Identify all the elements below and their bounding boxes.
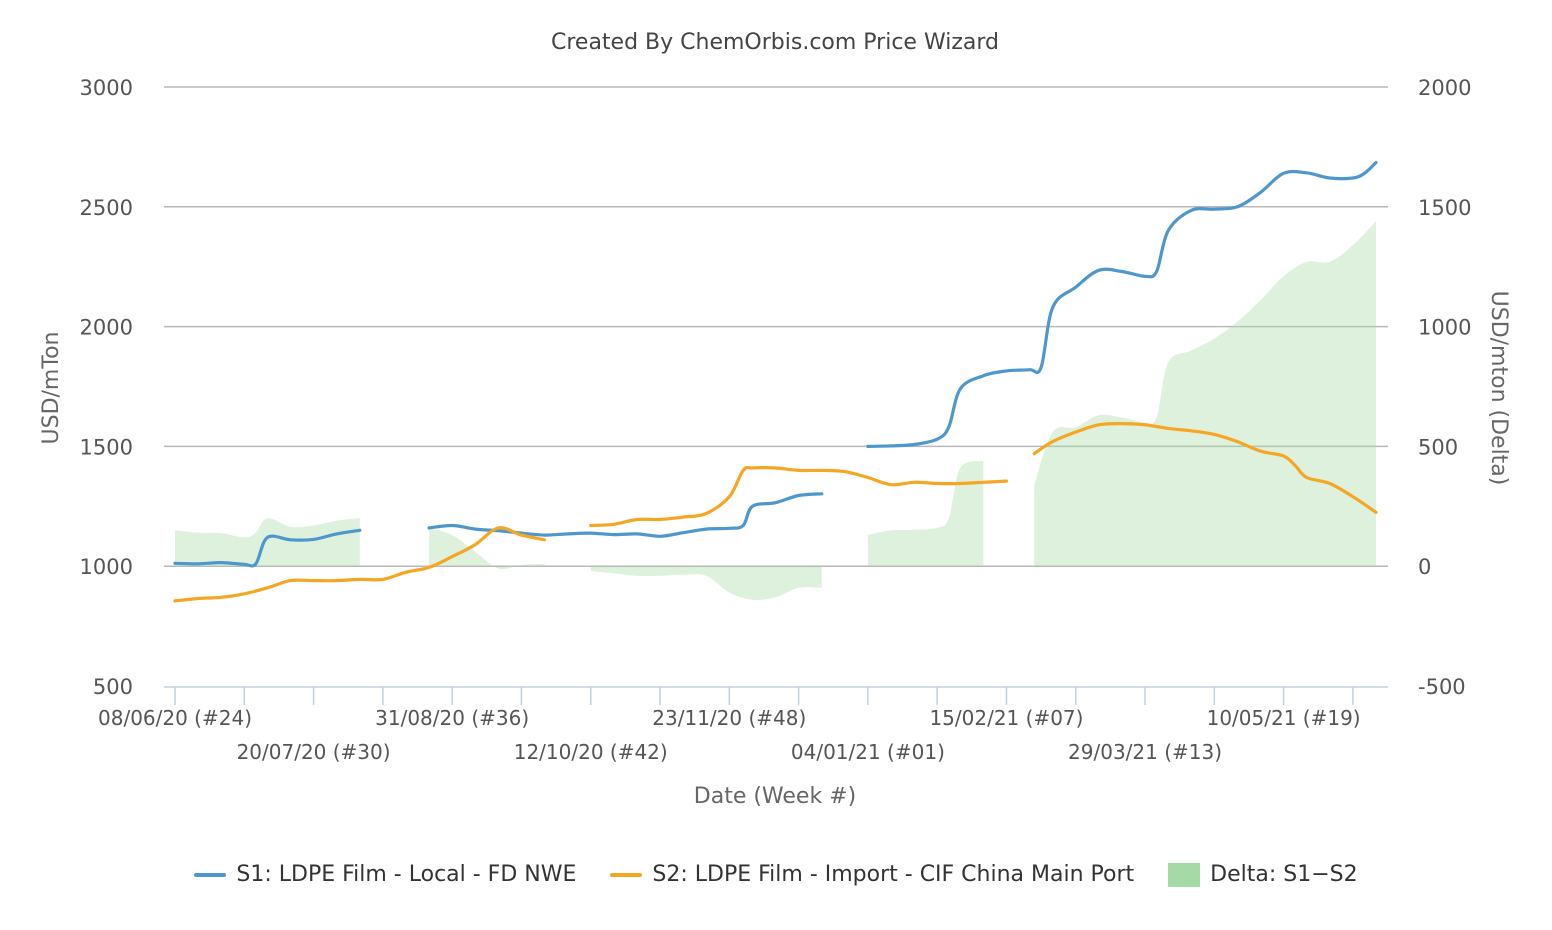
x-tick-label: 20/07/20 (#30) (237, 740, 391, 764)
y2-tick-label: 1000 (1418, 316, 1471, 340)
delta-area-segment (429, 527, 545, 570)
legend-item-s2[interactable]: S2: LDPE Film - Import - CIF China Main … (610, 862, 1134, 887)
legend-delta-swatch (1168, 862, 1201, 887)
x-tick-label: 29/03/21 (#13) (1068, 740, 1222, 764)
x-tick-label: 04/01/21 (#01) (791, 740, 945, 764)
s1-line-segment (173, 528, 362, 568)
delta-area (175, 221, 1376, 600)
y-tick-label: 2000 (80, 316, 133, 340)
y-axis-title: USD/mTon (39, 332, 64, 445)
y2-tick-label: 0 (1418, 555, 1431, 579)
x-tick-label: 31/08/20 (#36) (375, 706, 529, 730)
grid-lines (164, 86, 1388, 567)
y2-axis-title: USD/mton (Delta) (1486, 291, 1511, 486)
legend-item-delta[interactable]: Delta: S1−S2 (1168, 862, 1358, 887)
y-tick-label: 500 (93, 675, 133, 699)
y2-tick-label: -500 (1418, 675, 1466, 699)
x-axis-title: Date (Week #) (694, 784, 856, 809)
y-tick-label: 1500 (80, 435, 133, 459)
legend: S1: LDPE Film - Local - FD NWE S2: LDPE … (0, 862, 1552, 887)
s2-line-segment (589, 465, 1009, 528)
delta-area-segment (175, 518, 360, 567)
y2-tick-label: 1500 (1418, 196, 1471, 220)
delta-area-segment (590, 566, 822, 600)
series-lines (173, 160, 1378, 603)
axes: 500 -500 1000 0 1500 500 2000 1000 2500 1500 3000 2… (80, 76, 1472, 764)
legend-delta-label: Delta: S1−S2 (1210, 862, 1358, 887)
x-tick-label: 23/11/20 (#48) (652, 706, 806, 730)
chart-title: Created By ChemOrbis.com Price Wizard (551, 30, 999, 55)
x-tick-label: 08/06/20 (#24) (98, 706, 252, 730)
s2-line-segment (173, 526, 547, 603)
y2-tick-label: 2000 (1418, 76, 1471, 100)
legend-s2-swatch (610, 872, 643, 877)
legend-s1-swatch (194, 872, 227, 877)
x-tick-label: 10/05/21 (#19) (1207, 706, 1361, 730)
delta-area-segment (867, 460, 984, 567)
x-tick-label: 12/10/20 (#42) (514, 740, 668, 764)
s1-line-segment (427, 492, 824, 538)
legend-item-s1[interactable]: S1: LDPE Film - Local - FD NWE (194, 862, 576, 887)
y2-tick-label: 500 (1418, 435, 1458, 459)
price-chart: 500 -500 1000 0 1500 500 2000 1000 2500 1500 3000 2… (39, 30, 1511, 809)
legend-s2-label: S2: LDPE Film - Import - CIF China Main … (652, 862, 1135, 887)
y-tick-label: 2500 (80, 196, 133, 220)
y-tick-label: 1000 (80, 555, 133, 579)
s2-line-segment (1032, 421, 1378, 514)
y-tick-label: 3000 (80, 76, 133, 100)
s1-line-segment (866, 160, 1378, 448)
x-tick-label: 15/02/21 (#07) (929, 706, 1083, 730)
delta-area-segment (1034, 221, 1376, 567)
legend-s1-label: S1: LDPE Film - Local - FD NWE (236, 862, 577, 887)
